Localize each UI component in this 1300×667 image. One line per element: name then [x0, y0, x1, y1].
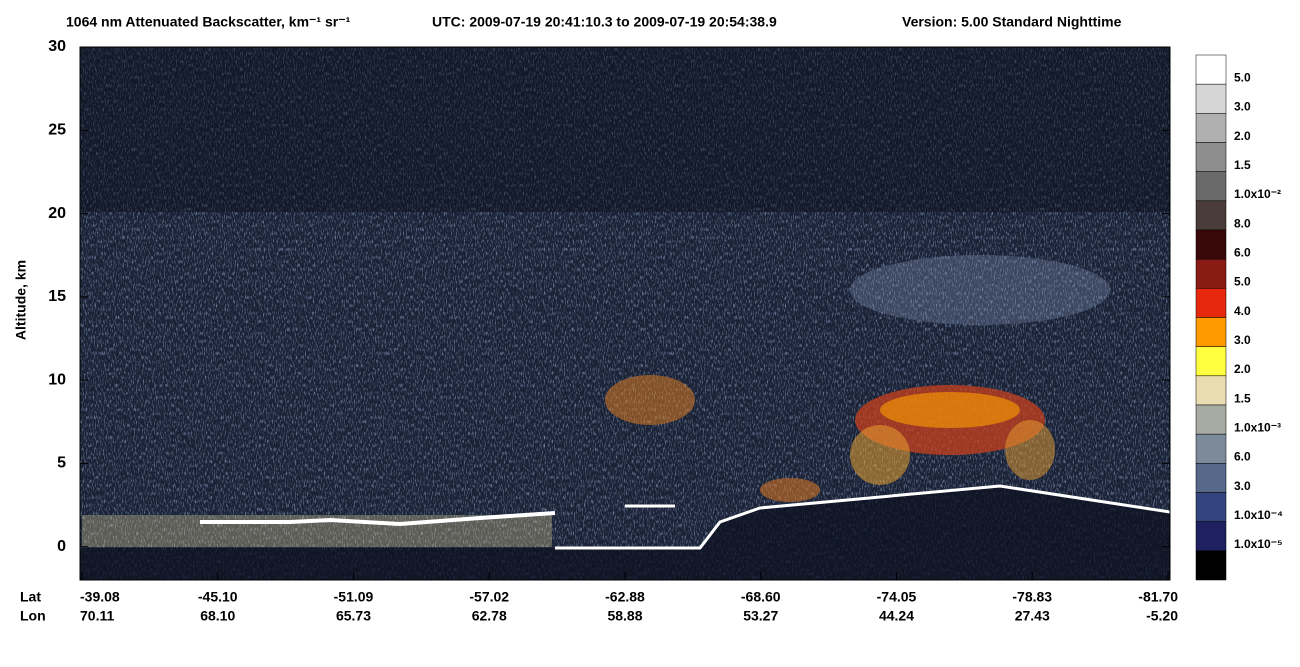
colorbar-swatch	[1195, 404, 1227, 435]
colorbar-swatch	[1195, 83, 1227, 114]
y-tick-label: 0	[57, 538, 66, 555]
x-tick-label: 44.24	[879, 608, 914, 624]
x-tick-label: 68.10	[200, 608, 235, 624]
utc-range: UTC: 2009-07-19 20:41:10.3 to 2009-07-19…	[432, 14, 777, 30]
colorbar-label: 6.0	[1234, 246, 1251, 260]
colorbar-swatch	[1195, 550, 1227, 581]
colorbar-label: 3.0	[1234, 100, 1251, 114]
colorbar-swatch	[1195, 433, 1227, 464]
colorbar-label: 1.0x10⁻⁴	[1234, 508, 1283, 522]
colorbar-label: 8.0	[1234, 216, 1251, 230]
colorbar-swatch	[1195, 142, 1227, 172]
colorbar-swatch	[1195, 346, 1227, 377]
colorbar-swatch	[1195, 54, 1227, 85]
x-tick-label: -57.02	[469, 589, 509, 605]
y-tick-label: 25	[48, 122, 66, 139]
x-tick-label: 65.73	[336, 608, 371, 624]
colorbar-swatch	[1195, 463, 1227, 493]
colorbar-swatch	[1195, 375, 1227, 406]
x-tick-label: 62.78	[472, 608, 507, 624]
y-tick-label: 20	[48, 205, 66, 222]
x-tick-label: 27.43	[1015, 608, 1050, 624]
y-tick-label: 10	[48, 371, 66, 388]
version: Version: 5.00 Standard Nighttime	[902, 14, 1122, 30]
y-tick-label: 5	[57, 455, 66, 472]
y-axis-label: Altitude, km	[13, 260, 29, 340]
x-tick-label: -78.83	[1012, 589, 1052, 605]
colorbar-label: 1.5	[1234, 391, 1251, 405]
colorbar-label: 6.0	[1234, 450, 1251, 464]
colorbar-label: 2.0	[1234, 129, 1251, 143]
colorbar-label: 1.0x10⁻⁵	[1234, 537, 1283, 551]
x-tick-label: 58.88	[607, 608, 642, 624]
x-tick-label: -39.08	[80, 589, 120, 605]
colorbar-swatch	[1195, 288, 1227, 318]
y-tick-label: 30	[48, 38, 66, 55]
colorbar-label: 2.0	[1234, 362, 1251, 376]
colorbar-swatch	[1195, 229, 1227, 260]
x-tick-label: -51.09	[334, 589, 374, 605]
colorbar-swatch	[1195, 317, 1227, 347]
title: 1064 nm Attenuated Backscatter, km⁻¹ sr⁻…	[66, 14, 351, 30]
colorbar-swatch	[1195, 521, 1227, 552]
x-row-label: Lon	[20, 608, 46, 624]
x-tick-label: 70.11	[80, 608, 114, 624]
colorbar-label: 5.0	[1234, 275, 1251, 289]
x-tick-label: -81.70	[1138, 589, 1178, 605]
colorbar-swatch	[1195, 492, 1227, 522]
x-tick-label: -45.10	[198, 589, 238, 605]
colorbar-label: 3.0	[1234, 479, 1251, 493]
colorbar-label: 3.0	[1234, 333, 1251, 347]
colorbar-swatch	[1195, 113, 1227, 143]
x-tick-label: -74.05	[877, 589, 917, 605]
colorbar-label: 1.0x10⁻²	[1234, 187, 1281, 201]
colorbar-swatch	[1195, 200, 1227, 231]
colorbar-label: 1.5	[1234, 158, 1251, 172]
x-tick-label: -68.60	[741, 589, 781, 605]
colorbar-swatch	[1195, 171, 1227, 202]
x-tick-label: -62.88	[605, 589, 645, 605]
colorbar-label: 4.0	[1234, 304, 1251, 318]
x-row-label: Lat	[20, 589, 41, 605]
colorbar-swatch	[1195, 258, 1227, 289]
x-tick-label: -5.20	[1146, 608, 1178, 624]
x-tick-label: 53.27	[743, 608, 778, 624]
backscatter-image	[80, 47, 1170, 580]
y-tick-label: 15	[48, 288, 66, 305]
colorbar-label: 5.0	[1234, 71, 1251, 85]
colorbar-label: 1.0x10⁻³	[1234, 421, 1281, 435]
